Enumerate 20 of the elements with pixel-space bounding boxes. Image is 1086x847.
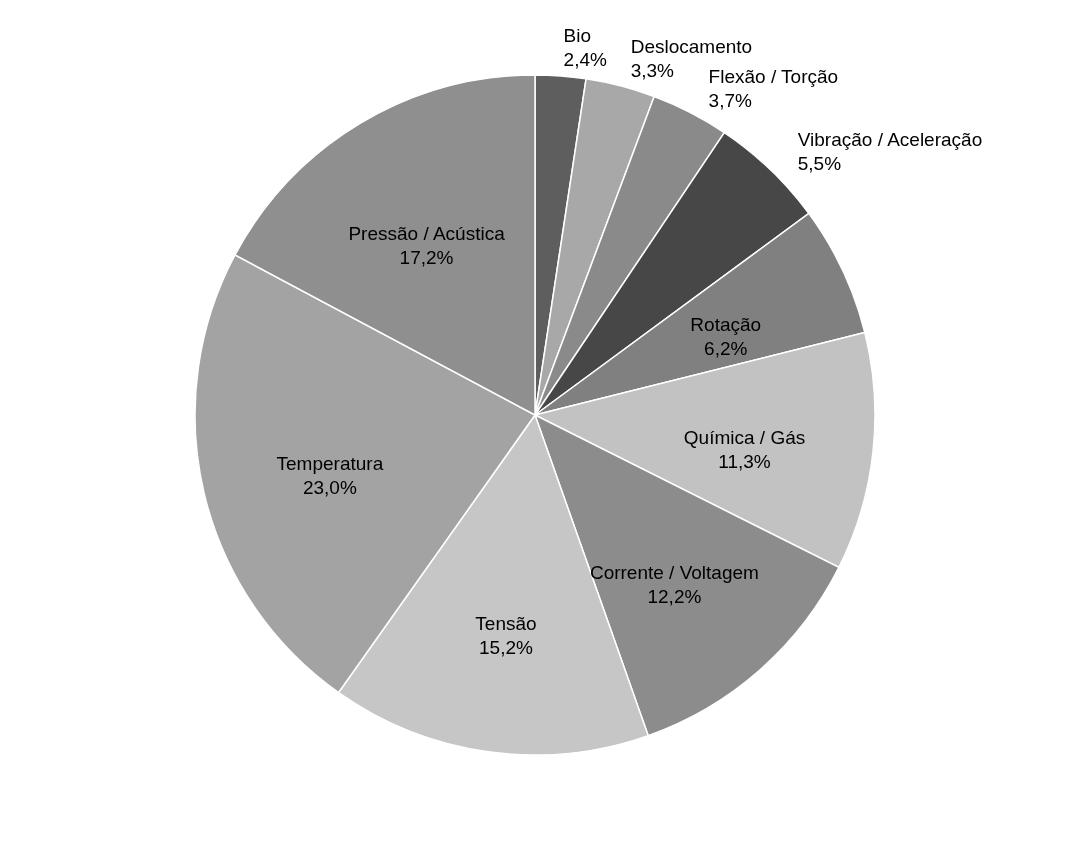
slice-label: Química / Gás xyxy=(683,427,806,449)
data-label: 3,3% xyxy=(630,60,675,82)
slice-label: Vibração / Aceleração xyxy=(797,129,983,151)
data-label: 15,2% xyxy=(479,636,533,658)
slice-label: Tensão xyxy=(475,612,537,634)
slice-label: Flexão / Torção xyxy=(708,65,839,87)
data-label: 23,0% xyxy=(302,476,357,498)
slice-label: Rotação xyxy=(690,314,762,336)
data-label: 12,2% xyxy=(647,586,702,608)
data-label: 6,2% xyxy=(704,338,748,360)
data-label: 3,7% xyxy=(708,89,752,111)
data-label: 5,5% xyxy=(797,153,842,175)
data-label: 17,2% xyxy=(399,247,454,269)
slice-label: Deslocamento xyxy=(630,36,753,58)
slice-label: Corrente / Voltagem xyxy=(589,562,759,584)
data-label: 2,4% xyxy=(563,49,608,71)
slice-label: Temperatura xyxy=(276,452,384,474)
slice-label: Pressão / Acústica xyxy=(348,223,506,245)
slice-label: Bio xyxy=(563,25,592,47)
data-label: 11,3% xyxy=(718,451,771,473)
